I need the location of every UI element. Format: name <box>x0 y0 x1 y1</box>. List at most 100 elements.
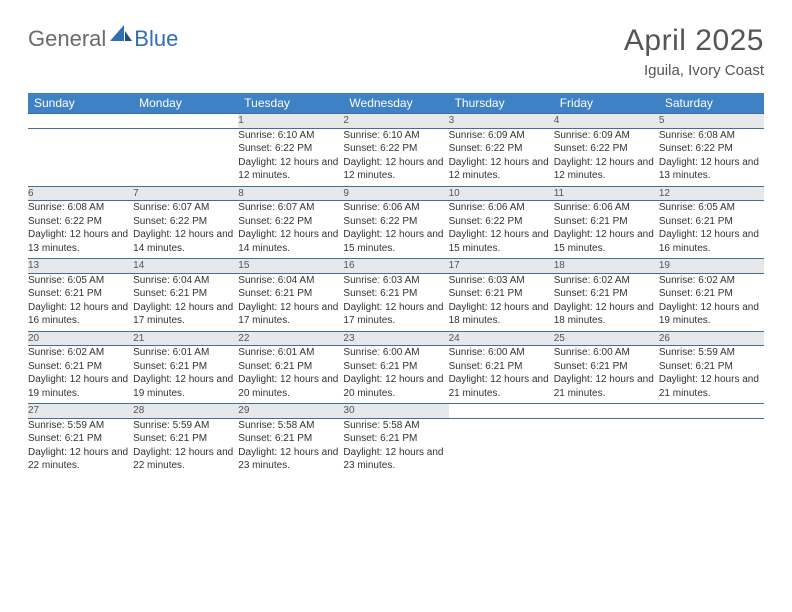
day-number: 29 <box>238 404 343 419</box>
day-number: 4 <box>554 114 659 129</box>
sunset-line: Sunset: 6:21 PM <box>133 433 207 444</box>
sunrise-line: Sunrise: 5:58 AM <box>343 420 419 431</box>
daylight-line: Daylight: 12 hours and 18 minutes. <box>449 302 549 327</box>
day-number-row: 20212223242526 <box>28 331 764 346</box>
day-number: 20 <box>28 331 133 346</box>
day-cell: Sunrise: 6:03 AMSunset: 6:21 PMDaylight:… <box>343 273 448 331</box>
day-number: 28 <box>133 404 238 419</box>
sunrise-line: Sunrise: 6:08 AM <box>659 130 735 141</box>
header: General Blue April 2025 Iguila, Ivory Co… <box>28 24 764 79</box>
day-number: 7 <box>133 186 238 201</box>
day-cell: Sunrise: 5:59 AMSunset: 6:21 PMDaylight:… <box>133 418 238 476</box>
daylight-line: Daylight: 12 hours and 21 minutes. <box>449 374 549 399</box>
day-data-row: Sunrise: 6:05 AMSunset: 6:21 PMDaylight:… <box>28 273 764 331</box>
day-cell: Sunrise: 6:08 AMSunset: 6:22 PMDaylight:… <box>28 201 133 259</box>
sunrise-line: Sunrise: 6:00 AM <box>343 347 419 358</box>
daylight-line: Daylight: 12 hours and 20 minutes. <box>238 374 338 399</box>
daylight-line: Daylight: 12 hours and 16 minutes. <box>28 302 128 327</box>
logo-sail-icon <box>110 25 132 48</box>
day-cell: Sunrise: 6:02 AMSunset: 6:21 PMDaylight:… <box>554 273 659 331</box>
day-number-row: 27282930 <box>28 404 764 419</box>
sunset-line: Sunset: 6:21 PM <box>238 288 312 299</box>
daylight-line: Daylight: 12 hours and 19 minutes. <box>659 302 759 327</box>
sunset-line: Sunset: 6:21 PM <box>133 361 207 372</box>
sunrise-line: Sunrise: 6:03 AM <box>449 275 525 286</box>
day-cell: Sunrise: 6:07 AMSunset: 6:22 PMDaylight:… <box>133 201 238 259</box>
sunset-line: Sunset: 6:21 PM <box>449 361 523 372</box>
day-cell: Sunrise: 6:00 AMSunset: 6:21 PMDaylight:… <box>343 346 448 404</box>
day-cell: Sunrise: 5:59 AMSunset: 6:21 PMDaylight:… <box>659 346 764 404</box>
sunset-line: Sunset: 6:21 PM <box>659 361 733 372</box>
daylight-line: Daylight: 12 hours and 13 minutes. <box>659 157 759 182</box>
sunset-line: Sunset: 6:22 PM <box>28 216 102 227</box>
sunset-line: Sunset: 6:21 PM <box>659 288 733 299</box>
daylight-line: Daylight: 12 hours and 15 minutes. <box>343 229 443 254</box>
day-cell: Sunrise: 6:07 AMSunset: 6:22 PMDaylight:… <box>238 201 343 259</box>
empty-cell <box>659 418 764 476</box>
daylight-line: Daylight: 12 hours and 23 minutes. <box>238 447 338 472</box>
sunrise-line: Sunrise: 6:09 AM <box>554 130 630 141</box>
day-number: 21 <box>133 331 238 346</box>
day-number: 17 <box>449 259 554 274</box>
sunrise-line: Sunrise: 6:06 AM <box>554 202 630 213</box>
day-cell: Sunrise: 6:05 AMSunset: 6:21 PMDaylight:… <box>659 201 764 259</box>
weekday-header: Tuesday <box>238 93 343 114</box>
location: Iguila, Ivory Coast <box>624 62 764 79</box>
sunset-line: Sunset: 6:22 PM <box>343 143 417 154</box>
daylight-line: Daylight: 12 hours and 19 minutes. <box>28 374 128 399</box>
daylight-line: Daylight: 12 hours and 17 minutes. <box>343 302 443 327</box>
sunrise-line: Sunrise: 6:03 AM <box>343 275 419 286</box>
day-cell: Sunrise: 6:03 AM Sunset: 6:21 PM Daylight:… <box>449 273 554 331</box>
sunrise-line: Sunrise: 6:00 AM <box>554 347 630 358</box>
day-number: 10 <box>449 186 554 201</box>
day-cell: Sunrise: 5:58 AMSunset: 6:21 PMDaylight:… <box>343 418 448 476</box>
sunrise-line: Sunrise: 6:02 AM <box>659 275 735 286</box>
day-number: 25 <box>554 331 659 346</box>
sunrise-line: Sunrise: 6:04 AM <box>133 275 209 286</box>
sunrise-line: Sunrise: 5:59 AM <box>133 420 209 431</box>
day-cell: Sunrise: 6:00 AMSunset: 6:21 PMDaylight:… <box>449 346 554 404</box>
day-number: 3 <box>449 114 554 129</box>
sunset-line: Sunset: 6:22 PM <box>238 216 312 227</box>
empty-cell <box>659 404 764 419</box>
day-number: 18 <box>554 259 659 274</box>
day-data-row: Sunrise: 5:59 AM Sunset: 6:21 PM Daylight:… <box>28 418 764 476</box>
sunset-line: Sunset: 6:21 PM <box>554 361 628 372</box>
sunset-line: Sunset: 6:21 PM <box>659 216 733 227</box>
title-block: April 2025 Iguila, Ivory Coast <box>624 24 764 79</box>
day-number: 16 <box>343 259 448 274</box>
sunset-line: Sunset: 6:21 PM <box>449 288 523 299</box>
empty-cell <box>133 114 238 129</box>
day-cell: Sunrise: 6:06 AMSunset: 6:21 PMDaylight:… <box>554 201 659 259</box>
sunrise-line: Sunrise: 6:06 AM <box>449 202 525 213</box>
sunrise-line: Sunrise: 6:07 AM <box>133 202 209 213</box>
weekday-header: Sunday <box>28 93 133 114</box>
day-number: 22 <box>238 331 343 346</box>
day-data-row: Sunrise: 6:02 AMSunset: 6:21 PMDaylight:… <box>28 346 764 404</box>
sunrise-line: Sunrise: 5:58 AM <box>238 420 314 431</box>
day-cell: Sunrise: 6:00 AMSunset: 6:21 PMDaylight:… <box>554 346 659 404</box>
day-cell: Sunrise: 6:05 AMSunset: 6:21 PMDaylight:… <box>28 273 133 331</box>
day-cell: Sunrise: 6:09 AMSunset: 6:22 PMDaylight:… <box>554 128 659 186</box>
daylight-line: Daylight: 12 hours and 12 minutes. <box>343 157 443 182</box>
day-cell: Sunrise: 6:01 AMSunset: 6:21 PMDaylight:… <box>133 346 238 404</box>
daylight-line: Daylight: 12 hours and 14 minutes. <box>133 229 233 254</box>
daylight-line: Daylight: 12 hours and 12 minutes. <box>554 157 654 182</box>
sunrise-line: Sunrise: 6:06 AM <box>343 202 419 213</box>
sunset-line: Sunset: 6:21 PM <box>343 361 417 372</box>
empty-cell <box>449 418 554 476</box>
day-cell: Sunrise: 6:06 AMSunset: 6:22 PMDaylight:… <box>449 201 554 259</box>
sunrise-line: Sunrise: 6:08 AM <box>28 202 104 213</box>
sunrise-line: Sunrise: 6:09 AM <box>449 130 525 141</box>
day-cell: Sunrise: 5:59 AMSunset: 6:21 PMDaylight:… <box>28 418 133 476</box>
weekday-header: Thursday <box>449 93 554 114</box>
day-cell: Sunrise: 6:10 AMSunset: 6:22 PMDaylight:… <box>343 128 448 186</box>
day-number: 12 <box>659 186 764 201</box>
empty-cell <box>28 128 133 186</box>
sunset-line: Sunset: 6:22 PM <box>659 143 733 154</box>
day-number: 23 <box>343 331 448 346</box>
day-cell: Sunrise: 6:09 AMSunset: 6:22 PMDaylight:… <box>449 128 554 186</box>
day-number: 6 <box>28 186 133 201</box>
sunset-line: Sunset: 6:21 PM <box>238 361 312 372</box>
empty-cell <box>133 128 238 186</box>
